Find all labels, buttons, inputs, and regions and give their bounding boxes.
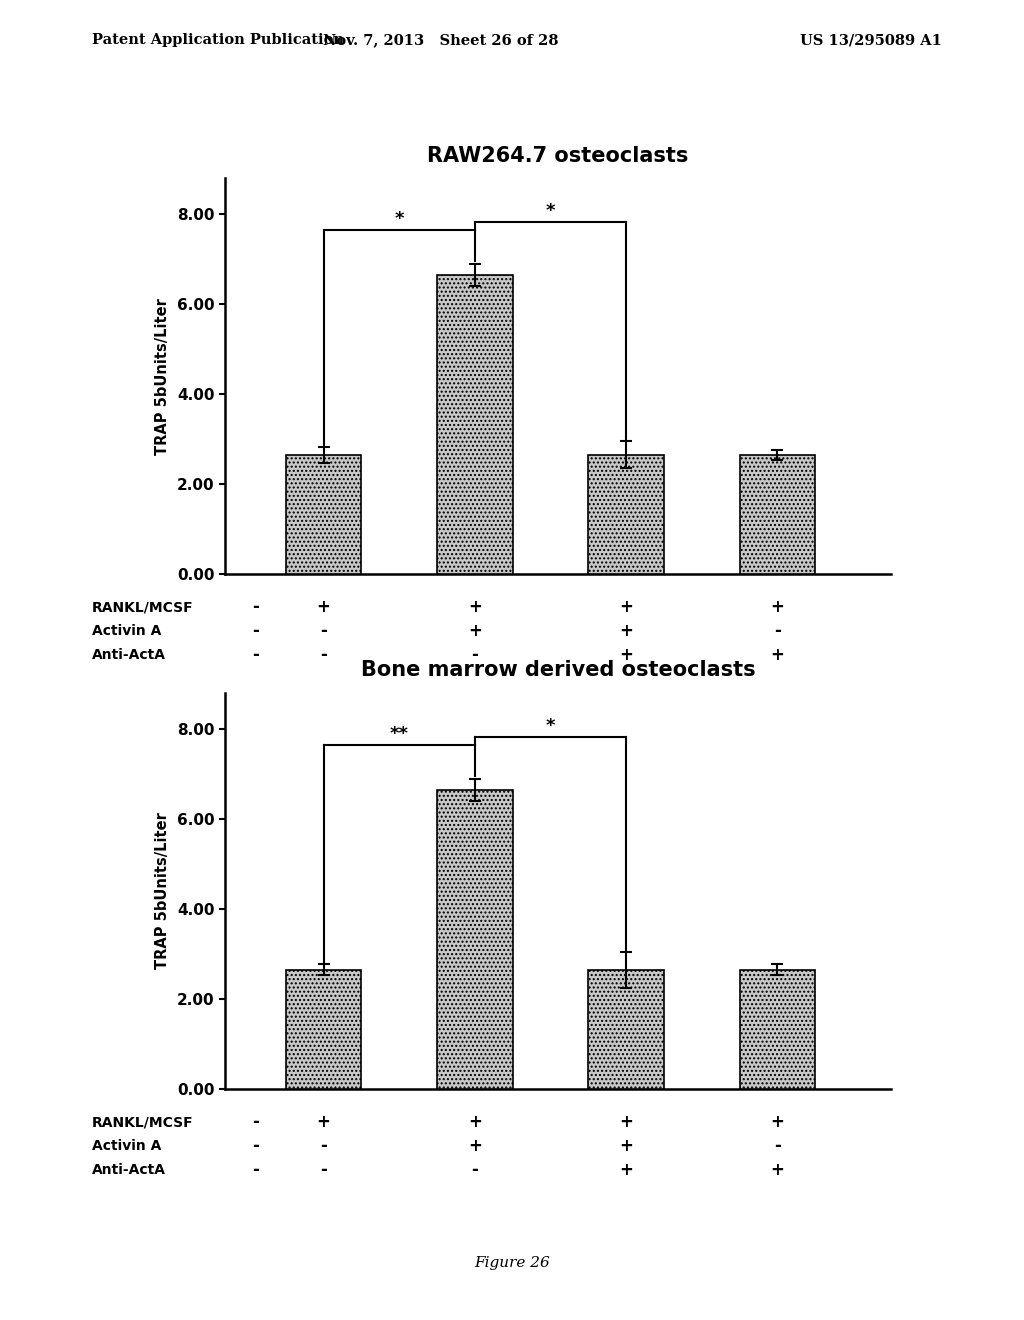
Text: +: +	[468, 622, 482, 640]
Text: +: +	[316, 1113, 331, 1131]
Text: +: +	[620, 645, 633, 664]
Text: -: -	[321, 1160, 327, 1179]
Text: -: -	[774, 622, 781, 640]
Text: +: +	[770, 1113, 784, 1131]
Text: -: -	[321, 622, 327, 640]
Bar	[286, 970, 361, 1089]
Text: +: +	[770, 1160, 784, 1179]
Text: RANKL/MCSF: RANKL/MCSF	[92, 1115, 194, 1129]
Title: Bone marrow derived osteoclasts: Bone marrow derived osteoclasts	[360, 660, 756, 680]
Bar	[437, 789, 513, 1089]
Y-axis label: TRAP 5bUnits/Liter: TRAP 5bUnits/Liter	[156, 813, 170, 969]
Text: -: -	[252, 1137, 259, 1155]
Text: -: -	[252, 645, 259, 664]
Text: Nov. 7, 2013   Sheet 26 of 28: Nov. 7, 2013 Sheet 26 of 28	[323, 33, 558, 48]
Text: -: -	[252, 598, 259, 616]
Bar	[589, 970, 664, 1089]
Text: -: -	[252, 1160, 259, 1179]
Text: -: -	[321, 1137, 327, 1155]
Text: +: +	[316, 598, 331, 616]
Text: +: +	[770, 645, 784, 664]
Text: RANKL/MCSF: RANKL/MCSF	[92, 601, 194, 614]
Text: -: -	[774, 1137, 781, 1155]
Text: Activin A: Activin A	[92, 1139, 162, 1152]
Bar	[286, 455, 361, 574]
Text: -: -	[471, 645, 478, 664]
Bar	[437, 275, 513, 574]
Title: RAW264.7 osteoclasts: RAW264.7 osteoclasts	[427, 145, 689, 165]
Text: Anti-ActA: Anti-ActA	[92, 1163, 166, 1176]
Text: +: +	[468, 1113, 482, 1131]
Text: +: +	[620, 1137, 633, 1155]
Text: -: -	[252, 622, 259, 640]
Text: Activin A: Activin A	[92, 624, 162, 638]
Text: Figure 26: Figure 26	[474, 1255, 550, 1270]
Text: *: *	[546, 202, 555, 220]
Text: +: +	[468, 1137, 482, 1155]
Text: US 13/295089 A1: US 13/295089 A1	[800, 33, 942, 48]
Text: Patent Application Publication: Patent Application Publication	[92, 33, 344, 48]
Text: -: -	[321, 645, 327, 664]
Text: *: *	[546, 717, 555, 735]
Text: Anti-ActA: Anti-ActA	[92, 648, 166, 661]
Text: +: +	[620, 622, 633, 640]
Text: +: +	[620, 1113, 633, 1131]
Y-axis label: TRAP 5bUnits/Liter: TRAP 5bUnits/Liter	[156, 298, 170, 454]
Bar	[589, 455, 664, 574]
Text: -: -	[471, 1160, 478, 1179]
Bar	[739, 455, 815, 574]
Text: +: +	[620, 1160, 633, 1179]
Text: +: +	[620, 598, 633, 616]
Bar	[739, 970, 815, 1089]
Text: +: +	[468, 598, 482, 616]
Text: +: +	[770, 598, 784, 616]
Text: -: -	[252, 1113, 259, 1131]
Text: *: *	[394, 210, 404, 227]
Text: **: **	[390, 725, 409, 742]
